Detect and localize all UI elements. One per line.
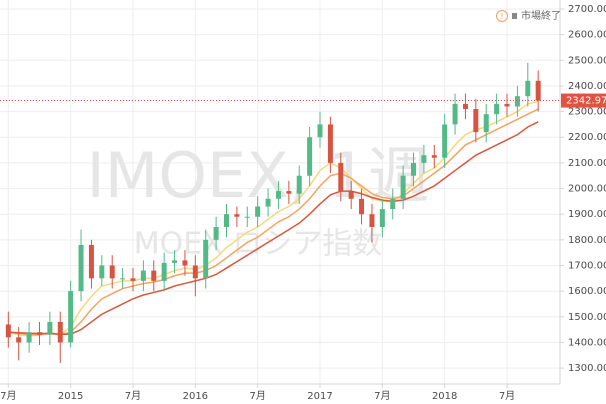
x-tick-label: 2015 <box>58 391 83 402</box>
watermark-sub: MOEX ロシア指数 <box>134 227 383 262</box>
y-tick-label: 1400.00 <box>568 337 606 348</box>
candle-body <box>120 278 126 280</box>
candle-body <box>525 80 531 97</box>
last-price-label: 2342.97 <box>566 96 606 107</box>
last-price-box <box>561 93 606 108</box>
y-tick-label: 2300.00 <box>568 107 606 118</box>
status: 市場終了 <box>521 9 561 22</box>
x-tick-label: 2018 <box>432 391 457 402</box>
x-tick-label: 7月 <box>249 390 265 402</box>
candle-body <box>172 260 178 263</box>
plot <box>0 62 560 363</box>
candle-body <box>26 332 32 343</box>
y-tick-label: 1800.00 <box>568 235 606 246</box>
x-tick-label: 2017 <box>307 391 332 402</box>
candle-body <box>327 124 333 163</box>
y-tick-label: 2500.00 <box>568 55 606 66</box>
y-tick-label: 1300.00 <box>568 363 606 374</box>
grid <box>0 0 560 384</box>
candle-body <box>494 103 500 115</box>
candle-body <box>130 278 136 281</box>
x-tick-label: 7月 <box>0 390 16 402</box>
candle-body <box>442 124 448 158</box>
y-tick-label: 2200.00 <box>568 132 606 143</box>
moving-average <box>8 108 539 336</box>
candle-body <box>203 239 209 279</box>
candle-body <box>400 175 406 199</box>
x-tick-label: 7月 <box>499 390 515 402</box>
y-tick-label: 1900.00 <box>568 209 606 220</box>
y-tick-label: 1500.00 <box>568 312 606 323</box>
candle-body <box>223 214 229 228</box>
candle-body <box>431 155 437 158</box>
candle-body <box>265 198 271 207</box>
candle-body <box>192 265 198 279</box>
candle-body <box>244 216 250 218</box>
y-tick-label: 2000.00 <box>568 184 606 195</box>
candle-body <box>16 337 22 343</box>
candle-body <box>483 114 489 133</box>
candle-body <box>182 260 188 266</box>
candle-body <box>504 103 510 107</box>
y-tick-label: 2700.00 <box>568 4 606 15</box>
y-tick-label: 2600.00 <box>568 30 606 41</box>
moving-average <box>8 100 539 337</box>
candle-body <box>213 227 219 240</box>
candle-body <box>514 96 520 107</box>
candle-body <box>535 80 541 101</box>
candle-body <box>379 209 385 228</box>
status-square <box>512 13 517 19</box>
moving-average <box>8 121 539 335</box>
candle-body <box>473 109 479 133</box>
candle-body <box>390 198 396 210</box>
status-icon[interactable] <box>496 10 508 22</box>
x-tick-label: 7月 <box>374 390 390 402</box>
status-icon-mark: ! <box>500 12 503 21</box>
candle-body <box>275 191 281 199</box>
candle-body <box>286 191 292 194</box>
x-tick-label: 7月 <box>125 390 141 402</box>
candle-body <box>421 155 427 163</box>
candle-body <box>462 103 468 110</box>
candle-body <box>47 321 53 335</box>
candle-body <box>99 265 105 279</box>
candle-body <box>88 244 94 279</box>
candle-body <box>151 270 157 281</box>
y-tick-label: 2400.00 <box>568 81 606 92</box>
candle-body <box>109 265 115 279</box>
y-tick-label: 1700.00 <box>568 260 606 271</box>
candle-body <box>296 175 302 194</box>
candle-body <box>338 162 344 192</box>
candle-body <box>234 214 240 217</box>
candle-body <box>359 198 365 215</box>
candle-body <box>369 214 375 228</box>
candle-body <box>140 270 146 281</box>
candle-body <box>161 262 167 281</box>
candle-body <box>307 137 313 176</box>
candle-body <box>36 332 42 335</box>
candle-body <box>317 124 323 138</box>
candle-body <box>452 103 458 125</box>
y-tick-label: 1600.00 <box>568 286 606 297</box>
x-tick-label: 2016 <box>183 391 208 402</box>
y-tick-label: 2100.00 <box>568 158 606 169</box>
candle-body <box>78 244 84 292</box>
candle-body <box>255 206 261 217</box>
candle-body <box>57 321 63 343</box>
candle-body <box>348 191 354 199</box>
candle-body <box>68 291 74 343</box>
candle-body <box>5 324 11 338</box>
candle-body <box>411 162 417 176</box>
